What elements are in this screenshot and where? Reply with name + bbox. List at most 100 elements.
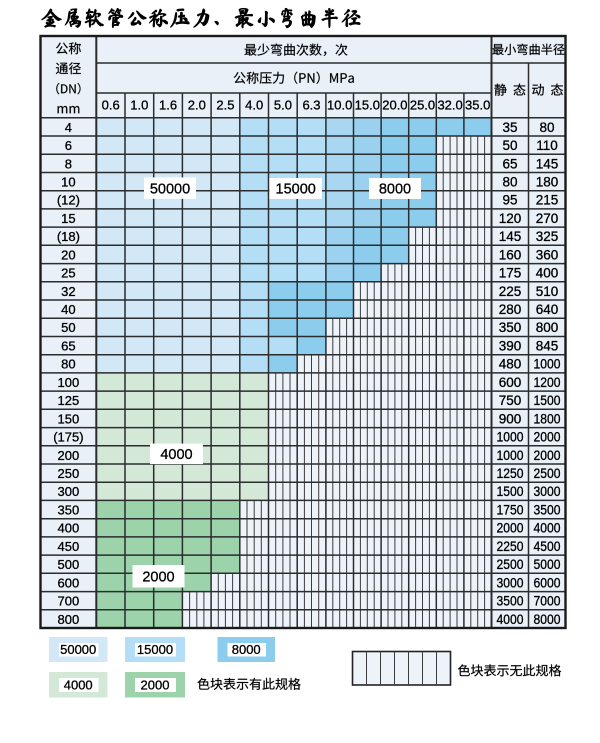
svg-text:900: 900 — [499, 411, 522, 426]
svg-text:280: 280 — [499, 302, 522, 317]
svg-text:1750: 1750 — [497, 503, 524, 518]
svg-text:50000: 50000 — [150, 181, 190, 197]
svg-text:1500: 1500 — [534, 393, 561, 408]
svg-text:1000: 1000 — [534, 357, 561, 372]
svg-text:15000: 15000 — [137, 642, 173, 657]
svg-text:20: 20 — [61, 247, 75, 262]
svg-text:10.0: 10.0 — [327, 98, 352, 113]
svg-text:80: 80 — [502, 175, 517, 190]
svg-text:510: 510 — [536, 284, 559, 299]
svg-text:4000: 4000 — [160, 447, 192, 463]
svg-text:35.0: 35.0 — [465, 98, 490, 113]
svg-text:145: 145 — [499, 229, 522, 244]
svg-text:225: 225 — [499, 284, 522, 299]
svg-text:750: 750 — [499, 393, 522, 408]
svg-text:0.6: 0.6 — [102, 98, 120, 113]
svg-text:800: 800 — [58, 612, 80, 627]
svg-text:300: 300 — [58, 484, 80, 499]
svg-text:390: 390 — [499, 339, 522, 354]
svg-text:350: 350 — [499, 320, 522, 335]
svg-text:35: 35 — [502, 120, 517, 135]
svg-text:600: 600 — [58, 575, 80, 590]
svg-text:15000: 15000 — [276, 182, 316, 198]
svg-text:200: 200 — [58, 448, 80, 463]
svg-text:175: 175 — [499, 266, 522, 281]
svg-text:50: 50 — [502, 138, 517, 153]
svg-text:(12): (12) — [57, 193, 80, 208]
svg-text:400: 400 — [536, 266, 559, 281]
svg-text:4: 4 — [65, 120, 72, 135]
svg-text:40: 40 — [61, 302, 75, 317]
svg-text:6.3: 6.3 — [302, 98, 320, 113]
svg-text:450: 450 — [58, 539, 80, 554]
svg-text:2000: 2000 — [141, 677, 170, 692]
svg-text:100: 100 — [58, 375, 80, 390]
svg-text:600: 600 — [499, 375, 522, 390]
svg-text:7000: 7000 — [534, 594, 561, 609]
svg-text:8000: 8000 — [379, 182, 411, 198]
svg-text:95: 95 — [502, 193, 517, 208]
svg-text:80: 80 — [61, 357, 75, 372]
svg-text:400: 400 — [58, 521, 80, 536]
svg-text:2000: 2000 — [534, 448, 561, 463]
svg-text:125: 125 — [58, 393, 80, 408]
svg-text:2.0: 2.0 — [188, 98, 206, 113]
svg-text:8000: 8000 — [232, 642, 261, 657]
svg-text:1000: 1000 — [497, 430, 524, 445]
svg-text:360: 360 — [536, 247, 559, 262]
svg-text:120: 120 — [499, 211, 522, 226]
svg-text:4000: 4000 — [497, 612, 524, 627]
svg-text:6: 6 — [65, 138, 72, 153]
svg-text:1200: 1200 — [534, 375, 561, 390]
svg-text:2500: 2500 — [497, 557, 524, 572]
svg-text:32.0: 32.0 — [437, 98, 462, 113]
svg-text:4500: 4500 — [534, 539, 561, 554]
svg-text:250: 250 — [58, 466, 80, 481]
svg-text:3500: 3500 — [497, 594, 524, 609]
svg-text:500: 500 — [58, 557, 80, 572]
svg-text:350: 350 — [58, 503, 80, 518]
svg-text:3000: 3000 — [534, 484, 561, 499]
svg-text:3500: 3500 — [534, 503, 561, 518]
svg-text:80: 80 — [539, 120, 554, 135]
svg-text:8: 8 — [65, 156, 72, 171]
svg-text:2000: 2000 — [142, 569, 174, 585]
svg-text:10: 10 — [61, 175, 75, 190]
svg-text:480: 480 — [499, 357, 522, 372]
svg-text:2000: 2000 — [497, 521, 524, 536]
svg-text:4.0: 4.0 — [245, 98, 263, 113]
svg-text:50000: 50000 — [60, 642, 96, 657]
svg-text:2000: 2000 — [534, 430, 561, 445]
svg-text:1.0: 1.0 — [130, 98, 148, 113]
svg-text:1.6: 1.6 — [159, 98, 177, 113]
svg-text:50: 50 — [61, 320, 75, 335]
svg-text:15.0: 15.0 — [355, 98, 380, 113]
svg-text:2.5: 2.5 — [216, 98, 234, 113]
svg-text:110: 110 — [536, 138, 558, 153]
svg-text:325: 325 — [536, 229, 559, 244]
svg-text:270: 270 — [536, 211, 559, 226]
svg-text:5000: 5000 — [534, 557, 561, 572]
svg-text:800: 800 — [536, 320, 559, 335]
svg-text:150: 150 — [58, 411, 80, 426]
svg-text:2250: 2250 — [497, 539, 524, 554]
svg-text:(18): (18) — [57, 229, 80, 244]
svg-text:6000: 6000 — [534, 575, 561, 590]
svg-text:65: 65 — [61, 339, 75, 354]
svg-text:160: 160 — [499, 247, 522, 262]
svg-text:215: 215 — [536, 193, 559, 208]
svg-text:180: 180 — [536, 175, 559, 190]
svg-text:1800: 1800 — [534, 411, 561, 426]
svg-text:3000: 3000 — [497, 575, 524, 590]
svg-text:20.0: 20.0 — [382, 98, 407, 113]
svg-text:65: 65 — [502, 156, 517, 171]
svg-text:8000: 8000 — [534, 612, 561, 627]
svg-text:145: 145 — [536, 156, 559, 171]
svg-text:700: 700 — [58, 594, 80, 609]
svg-text:15: 15 — [61, 211, 75, 226]
svg-text:1000: 1000 — [497, 448, 524, 463]
svg-text:1500: 1500 — [497, 484, 524, 499]
svg-text:1250: 1250 — [497, 466, 524, 481]
svg-text:25.0: 25.0 — [410, 98, 435, 113]
svg-text:(175): (175) — [53, 430, 83, 445]
